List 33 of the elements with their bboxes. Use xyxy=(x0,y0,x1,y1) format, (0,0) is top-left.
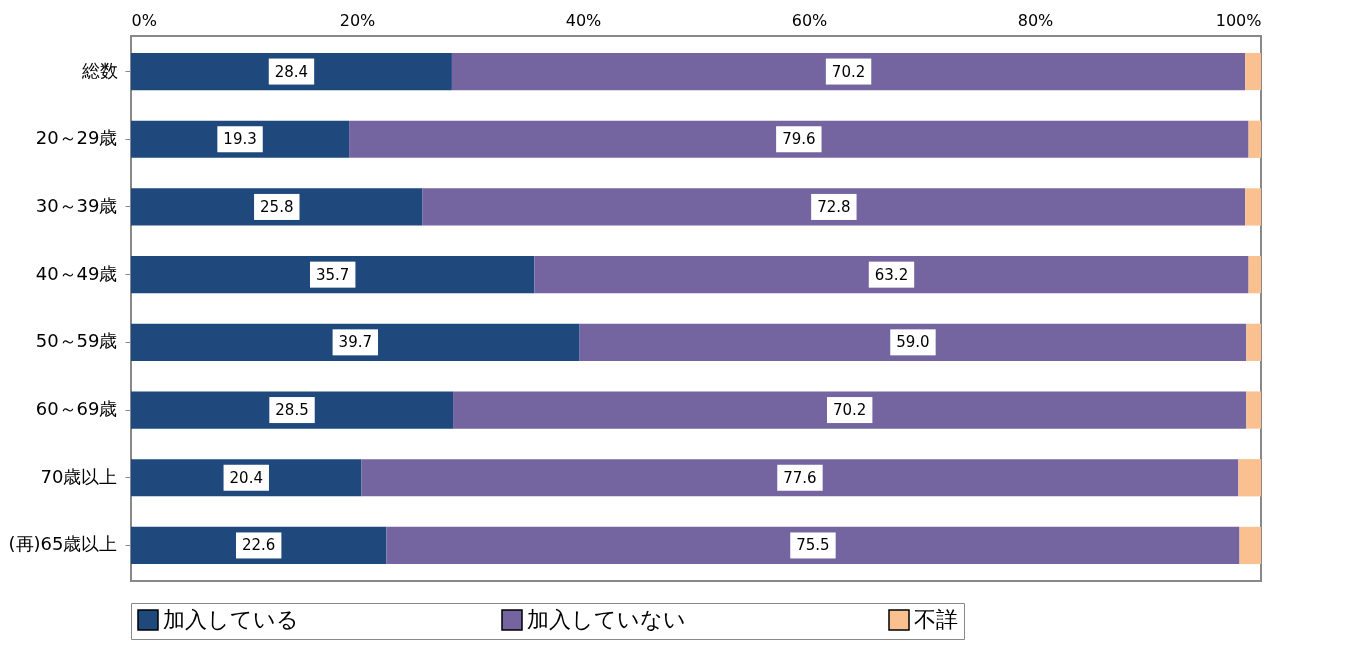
y-tick-label: 総数 xyxy=(80,59,118,81)
data-label: 22.6 xyxy=(241,536,276,555)
x-tick-label: 80% xyxy=(1017,10,1054,30)
data-label: 75.5 xyxy=(796,536,830,555)
y-tick-label: (再)65歳以上 xyxy=(8,533,118,555)
data-label: 79.6 xyxy=(782,130,816,149)
x-tick-label: 60% xyxy=(791,10,828,30)
y-tick-label: 20～29歳 xyxy=(35,127,118,149)
legend-label: 不詳 xyxy=(914,607,958,632)
data-label: 77.6 xyxy=(783,468,817,487)
data-label: 63.2 xyxy=(874,265,909,284)
data-label: 35.7 xyxy=(316,265,350,284)
data-label: 70.2 xyxy=(832,401,867,420)
x-tick-label: 0% xyxy=(131,10,157,30)
data-label: 72.8 xyxy=(817,197,851,216)
y-tick-label: 40～49歳 xyxy=(35,262,118,284)
data-label: 28.4 xyxy=(274,62,309,81)
data-label: 70.2 xyxy=(831,62,866,81)
y-tick-label: 50～59歳 xyxy=(35,330,118,352)
data-label: 19.3 xyxy=(223,130,257,149)
x-tick-label: 40% xyxy=(565,10,602,30)
data-label: 25.8 xyxy=(260,197,294,216)
legend-label: 加入している xyxy=(163,607,299,632)
x-tick-label: 20% xyxy=(339,10,376,30)
data-label: 59.0 xyxy=(896,333,930,352)
y-tick-label: 70歳以上 xyxy=(40,465,118,487)
data-label: 28.5 xyxy=(275,401,309,420)
x-tick-label: 100% xyxy=(1215,10,1262,30)
y-tick-label: 60～69歳 xyxy=(35,398,118,420)
data-label: 39.7 xyxy=(338,333,373,352)
data-label: 20.4 xyxy=(229,468,263,487)
legend-label: 加入していない xyxy=(527,607,686,632)
y-tick-label: 30～39歳 xyxy=(35,194,118,216)
